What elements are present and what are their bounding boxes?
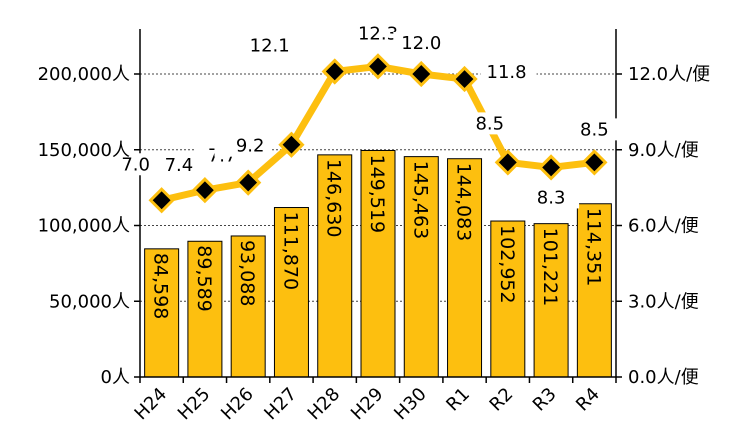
- line-label-background: [214, 134, 271, 157]
- line-marker: [364, 53, 392, 80]
- line-series: [148, 53, 608, 214]
- bar: [576, 203, 612, 378]
- x-axis-tick-label: H29: [347, 384, 388, 425]
- bar-value-label: 93,088: [236, 240, 258, 306]
- x-axis-tick-label: R2: [486, 384, 518, 416]
- x-axis-tick-label: H27: [260, 384, 301, 425]
- bar-value-label: 114,351: [582, 208, 604, 287]
- line-value-label: 8.3: [537, 187, 566, 208]
- bar: [144, 248, 180, 378]
- right-axis-tick-label: 0.0人/便: [628, 367, 699, 388]
- line-label-background: [107, 153, 164, 176]
- bar: [447, 158, 483, 378]
- line-marker: [278, 131, 305, 158]
- bar-value-label: 146,630: [323, 159, 345, 238]
- line-marker: [451, 65, 478, 93]
- bar-value-label: 101,221: [539, 228, 561, 307]
- bar: [317, 154, 353, 378]
- bar: [273, 207, 309, 378]
- line-marker: [494, 149, 521, 176]
- bar: [230, 235, 266, 378]
- line-value-label: 11.8: [487, 62, 527, 83]
- line-label-background: [566, 118, 623, 141]
- bar-value-label: 145,463: [409, 161, 431, 240]
- line-value-label: 7.0: [121, 154, 150, 175]
- line-value-label: 8.5: [475, 113, 504, 134]
- line-label-background: [350, 22, 406, 45]
- right-axis-tick-label: 12.0人/便: [628, 64, 710, 85]
- right-axis-tick-label: 3.0人/便: [628, 291, 699, 312]
- line-marker: [537, 154, 565, 181]
- x-axis-tick-label: H26: [217, 384, 258, 425]
- line-label-background: [461, 112, 518, 135]
- line-value-label: 8.5: [580, 119, 609, 140]
- line-data-labels: 7.07.47.79.212.112.312.011.88.58.38.5: [107, 22, 623, 209]
- line-label-background: [150, 154, 207, 177]
- line-value-label: 7.4: [165, 155, 194, 176]
- line-marker: [148, 187, 175, 214]
- left-axis-tick-label: 0人: [101, 367, 130, 388]
- bar-value-label: 102,952: [496, 225, 518, 304]
- line-marker: [321, 58, 348, 85]
- x-axis-tick-labels: H24 H25 H26 H27 H28 H29 H30 R1 R2 R3 R4: [131, 384, 604, 425]
- x-axis-tick-label: R4: [572, 384, 604, 416]
- x-axis-tick-label: H25: [174, 384, 215, 425]
- left-axis-tick-label: 100,000人: [38, 216, 130, 237]
- left-axis-tick-label: 50,000人: [49, 291, 130, 312]
- line-value-label: 9.2: [236, 136, 265, 157]
- line-value-label: 12.0: [401, 33, 441, 54]
- right-axis-tick-label: 6.0人/便: [628, 216, 699, 237]
- bar-value-label: 144,083: [453, 163, 475, 242]
- bar-value-label: 84,598: [150, 253, 172, 319]
- bar-value-label: 89,589: [193, 245, 215, 311]
- bar-value-label: 111,870: [279, 212, 301, 291]
- line-marker: [408, 60, 435, 88]
- line-value-label: 12.1: [250, 35, 290, 56]
- x-axis-tick-label: H30: [390, 384, 431, 425]
- x-axis-tick-label: H24: [131, 384, 172, 425]
- x-axis-tick-label: H28: [304, 384, 345, 425]
- bar-series: [144, 149, 612, 378]
- x-axis-tick-label: R3: [529, 384, 561, 416]
- line-label-background: [239, 34, 296, 57]
- bar-data-labels: 84,598 89,589 93,088 111,870 146,630 149,519 1…: [150, 154, 605, 319]
- line-marker: [191, 177, 219, 204]
- bar: [490, 220, 526, 378]
- left-axis-tick-label: 200,000人: [38, 64, 130, 85]
- left-axis-tick-labels: 0人 50,000人 100,000人 150,000人 200,000人: [38, 64, 130, 388]
- bar: [403, 156, 439, 378]
- line-label-background: [480, 61, 537, 84]
- axes: [134, 29, 622, 383]
- left-axis-tick-label: 150,000人: [38, 140, 130, 161]
- line-value-label: 12.3: [358, 23, 398, 44]
- line-label-background: [393, 32, 450, 54]
- x-axis-tick-label: R1: [442, 384, 474, 416]
- line-marker: [581, 149, 608, 176]
- bar: [360, 149, 396, 378]
- right-axis-tick-label: 9.0人/便: [628, 140, 699, 161]
- bar-value-label: 149,519: [366, 154, 388, 233]
- line-marker: [235, 169, 262, 196]
- right-axis-tick-labels: 0.0人/便 3.0人/便 6.0人/便 9.0人/便 12.0人/便: [628, 64, 710, 388]
- line-label-background: [523, 186, 580, 209]
